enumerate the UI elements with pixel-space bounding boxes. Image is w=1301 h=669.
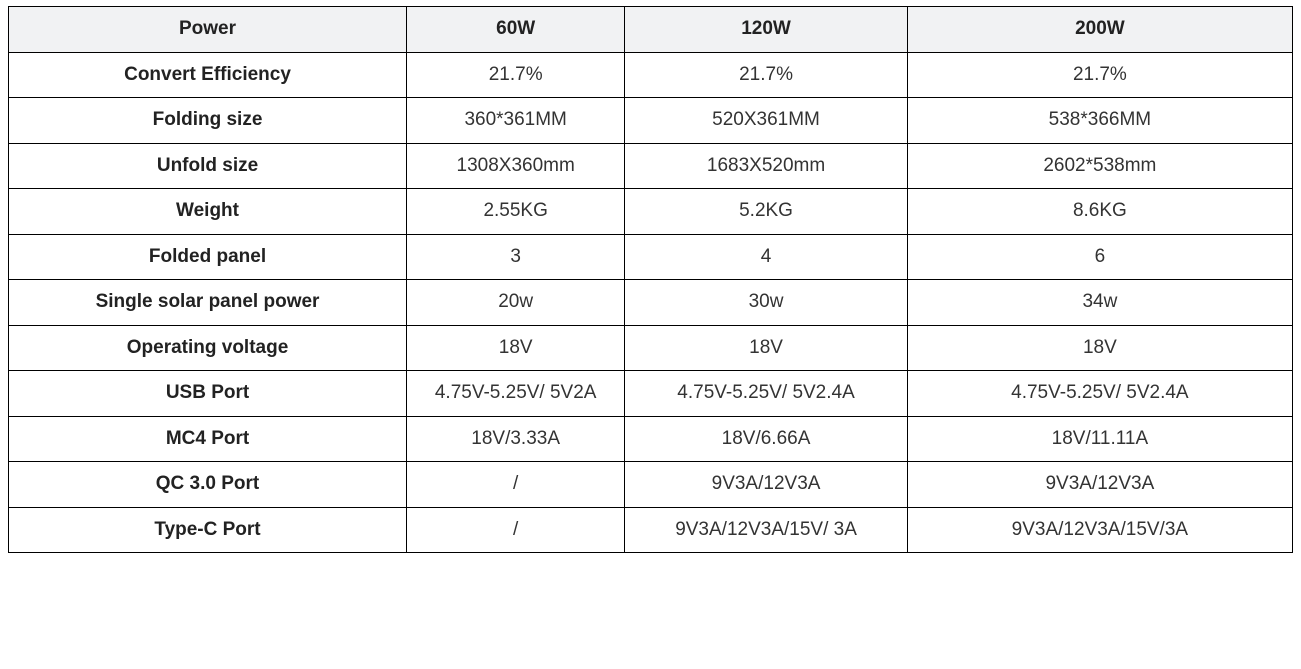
- row-label: Operating voltage: [9, 325, 407, 371]
- cell: 9V3A/12V3A/15V/ 3A: [625, 507, 907, 553]
- cell: 4.75V-5.25V/ 5V2.4A: [625, 371, 907, 417]
- table-header-row: Power 60W 120W 200W: [9, 7, 1293, 53]
- cell: 18V: [907, 325, 1292, 371]
- cell: 21.7%: [907, 52, 1292, 98]
- row-label: Folding size: [9, 98, 407, 144]
- col-header-60w: 60W: [407, 7, 625, 53]
- table-row: Unfold size 1308X360mm 1683X520mm 2602*5…: [9, 143, 1293, 189]
- cell: 9V3A/12V3A: [907, 462, 1292, 508]
- cell: 1683X520mm: [625, 143, 907, 189]
- table-row: USB Port 4.75V-5.25V/ 5V2A 4.75V-5.25V/ …: [9, 371, 1293, 417]
- cell: 8.6KG: [907, 189, 1292, 235]
- spec-table: Power 60W 120W 200W Convert Efficiency 2…: [8, 6, 1293, 553]
- row-label: USB Port: [9, 371, 407, 417]
- cell: 3: [407, 234, 625, 280]
- cell: 9V3A/12V3A/15V/3A: [907, 507, 1292, 553]
- cell: 520X361MM: [625, 98, 907, 144]
- table-row: Single solar panel power 20w 30w 34w: [9, 280, 1293, 326]
- cell: 5.2KG: [625, 189, 907, 235]
- cell: 4: [625, 234, 907, 280]
- row-label: Convert Efficiency: [9, 52, 407, 98]
- cell: 20w: [407, 280, 625, 326]
- cell: 21.7%: [625, 52, 907, 98]
- table-row: Folding size 360*361MM 520X361MM 538*366…: [9, 98, 1293, 144]
- cell: 18V/6.66A: [625, 416, 907, 462]
- row-label: QC 3.0 Port: [9, 462, 407, 508]
- row-label: Type-C Port: [9, 507, 407, 553]
- cell: 538*366MM: [907, 98, 1292, 144]
- cell: 30w: [625, 280, 907, 326]
- cell: 21.7%: [407, 52, 625, 98]
- cell: 4.75V-5.25V/ 5V2.4A: [907, 371, 1292, 417]
- row-label: Folded panel: [9, 234, 407, 280]
- row-label: MC4 Port: [9, 416, 407, 462]
- table-row: Folded panel 3 4 6: [9, 234, 1293, 280]
- cell: 360*361MM: [407, 98, 625, 144]
- cell: 34w: [907, 280, 1292, 326]
- cell: /: [407, 462, 625, 508]
- cell: 4.75V-5.25V/ 5V2A: [407, 371, 625, 417]
- cell: 2602*538mm: [907, 143, 1292, 189]
- table-row: Weight 2.55KG 5.2KG 8.6KG: [9, 189, 1293, 235]
- row-label: Single solar panel power: [9, 280, 407, 326]
- col-header-200w: 200W: [907, 7, 1292, 53]
- cell: 18V: [407, 325, 625, 371]
- cell: 9V3A/12V3A: [625, 462, 907, 508]
- col-header-120w: 120W: [625, 7, 907, 53]
- col-header-power: Power: [9, 7, 407, 53]
- cell: 18V/3.33A: [407, 416, 625, 462]
- row-label: Unfold size: [9, 143, 407, 189]
- cell: 18V: [625, 325, 907, 371]
- table-row: Convert Efficiency 21.7% 21.7% 21.7%: [9, 52, 1293, 98]
- table-row: MC4 Port 18V/3.33A 18V/6.66A 18V/11.11A: [9, 416, 1293, 462]
- cell: /: [407, 507, 625, 553]
- table-row: QC 3.0 Port / 9V3A/12V3A 9V3A/12V3A: [9, 462, 1293, 508]
- table-row: Type-C Port / 9V3A/12V3A/15V/ 3A 9V3A/12…: [9, 507, 1293, 553]
- row-label: Weight: [9, 189, 407, 235]
- cell: 6: [907, 234, 1292, 280]
- cell: 1308X360mm: [407, 143, 625, 189]
- table-row: Operating voltage 18V 18V 18V: [9, 325, 1293, 371]
- cell: 18V/11.11A: [907, 416, 1292, 462]
- cell: 2.55KG: [407, 189, 625, 235]
